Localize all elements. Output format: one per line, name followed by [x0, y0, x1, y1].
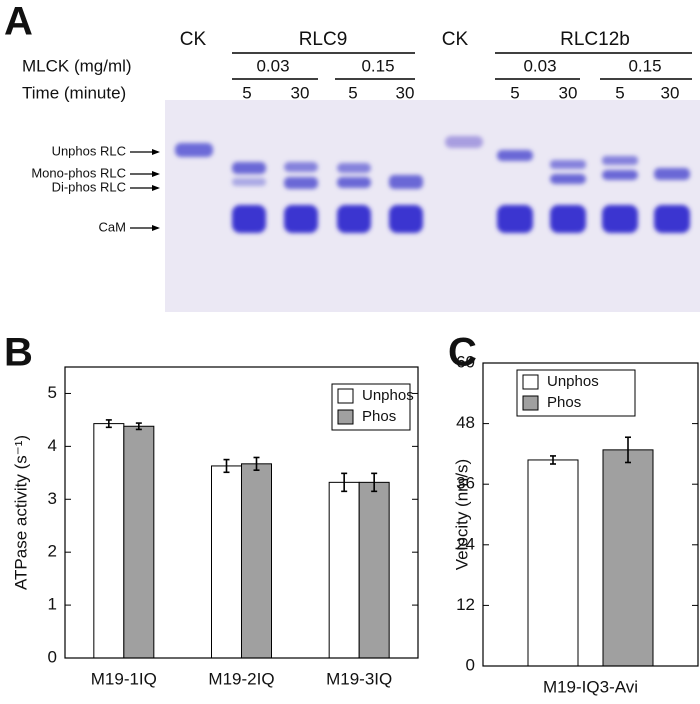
group-header: RLC9	[299, 29, 348, 50]
y-tick-label: 24	[456, 534, 475, 553]
band-label: Di-phos RLC	[52, 179, 126, 194]
y-tick-label: 2	[48, 542, 57, 561]
y-tick-label: 4	[48, 436, 57, 455]
legend-swatch	[522, 374, 539, 390]
y-tick-label: 36	[456, 474, 475, 493]
legend-label: Phos	[362, 408, 396, 425]
time-value: 30	[291, 83, 310, 102]
time-value: 5	[615, 83, 624, 102]
group-header: RLC12b	[560, 29, 630, 50]
band-label: Mono-phos RLC	[31, 165, 126, 180]
band-label: Unphos RLC	[52, 143, 126, 158]
x-tick-label: M19-3IQ	[326, 669, 392, 688]
error-bar	[550, 455, 556, 465]
arrow-heads	[152, 149, 160, 231]
mlck-label: MLCK (mg/ml)	[22, 56, 132, 75]
legend-label: Unphos	[547, 373, 599, 390]
header-lines	[232, 52, 692, 80]
legend-swatch	[522, 395, 539, 411]
mlck-level: 0.15	[361, 56, 394, 75]
y-axis-label: Velocity (nm/s)	[452, 459, 471, 570]
time-value: 30	[559, 83, 578, 102]
y-tick-label: 60	[456, 352, 475, 371]
error-bar	[105, 419, 112, 429]
bar	[211, 465, 242, 659]
y-tick-label: 0	[466, 655, 475, 674]
time-value: 30	[661, 83, 680, 102]
lane-header: CK	[180, 29, 207, 50]
y-tick-label: 48	[456, 413, 475, 432]
mlck-level: 0.15	[628, 56, 661, 75]
error-bar	[341, 472, 348, 493]
error-bar	[371, 472, 378, 493]
x-tick-label: M19-2IQ	[208, 669, 274, 688]
mlck-level: 0.03	[256, 56, 289, 75]
lane-header: CK	[442, 29, 469, 50]
band	[175, 143, 213, 157]
time-value: 5	[510, 83, 519, 102]
error-bar	[253, 456, 260, 471]
y-tick-label: 3	[48, 489, 57, 508]
error-bar	[223, 458, 230, 474]
band-label: CaM	[99, 219, 126, 234]
plot-frame	[482, 362, 699, 667]
y-tick-label: 1	[48, 595, 57, 614]
y-tick-label: 12	[456, 595, 475, 614]
legend-label: Unphos	[362, 387, 414, 404]
plot-frame	[64, 366, 419, 659]
panel-label: A	[4, 0, 33, 44]
bar	[241, 463, 272, 659]
error-bar	[625, 436, 631, 464]
mlck-level: 0.03	[523, 56, 556, 75]
bar	[93, 423, 125, 659]
y-tick-label: 0	[48, 647, 57, 666]
bar	[123, 425, 155, 659]
bar	[602, 449, 654, 667]
y-axis-label: ATPase activity (s⁻¹)	[11, 435, 30, 590]
x-tick-label: M19-1IQ	[91, 669, 157, 688]
lane-bands	[232, 150, 690, 233]
x-tick-label: M19-IQ3-Avi	[543, 677, 638, 696]
gel-panel: A CK RLC9 CK RLC12b MLCK (mg/ml) Time (m…	[4, 0, 700, 312]
bar	[328, 481, 360, 659]
time-value: 30	[396, 83, 415, 102]
time-label: Time (minute)	[22, 83, 126, 102]
time-value: 5	[242, 83, 251, 102]
band	[445, 136, 483, 148]
legend-swatch	[337, 388, 354, 404]
error-bar	[135, 422, 142, 431]
bar	[358, 481, 390, 659]
legend-swatch	[337, 409, 354, 425]
bar	[527, 459, 579, 667]
gel-bands	[175, 136, 690, 233]
y-tick-label: 5	[48, 383, 57, 402]
panel-label: C	[448, 331, 477, 375]
legend-label: Phos	[547, 394, 581, 411]
time-value: 5	[348, 83, 357, 102]
panel-label: B	[4, 331, 33, 375]
